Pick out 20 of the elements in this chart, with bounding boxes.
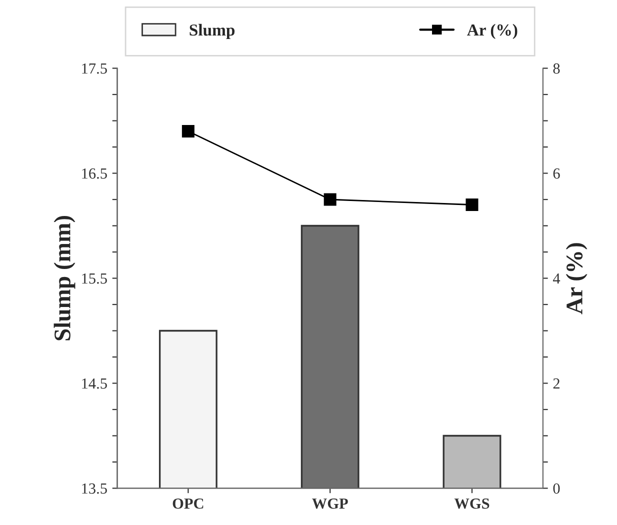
point <box>182 125 194 138</box>
y-tick-label: 17.5 <box>82 63 107 74</box>
point <box>324 193 336 206</box>
y-axis-title: Slump (mm) <box>54 216 76 340</box>
point <box>466 198 478 211</box>
x-tick-label: WGS <box>454 498 490 509</box>
y-tick-label: 14.5 <box>82 378 107 389</box>
x-tick-label: WGP <box>312 498 348 509</box>
y2-tick-label: 4 <box>552 273 560 284</box>
y2-tick-label: 8 <box>553 63 560 74</box>
legend-label: Slump <box>190 24 235 40</box>
x-tick-label: OPC <box>172 498 204 509</box>
legend-label: Ar (%) <box>467 24 518 40</box>
y2-tick-label: 6 <box>553 168 560 179</box>
y2-tick-label: 2 <box>553 378 560 389</box>
y-tick-label: 13.5 <box>82 483 107 494</box>
y2-axis-title: Ar (%) <box>566 243 588 314</box>
y-tick-label: 15.5 <box>82 273 107 284</box>
y2-tick-label: 0 <box>553 483 560 494</box>
y-tick-label: 16.5 <box>82 168 107 179</box>
